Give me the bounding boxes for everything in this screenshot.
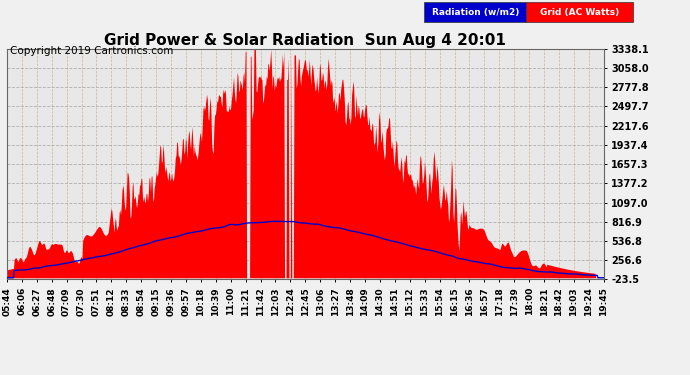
Text: Grid (AC Watts): Grid (AC Watts)	[540, 8, 620, 16]
Title: Grid Power & Solar Radiation  Sun Aug 4 20:01: Grid Power & Solar Radiation Sun Aug 4 2…	[104, 33, 506, 48]
Text: Radiation (w/m2): Radiation (w/m2)	[432, 8, 519, 16]
Text: Copyright 2019 Cartronics.com: Copyright 2019 Cartronics.com	[10, 46, 174, 56]
